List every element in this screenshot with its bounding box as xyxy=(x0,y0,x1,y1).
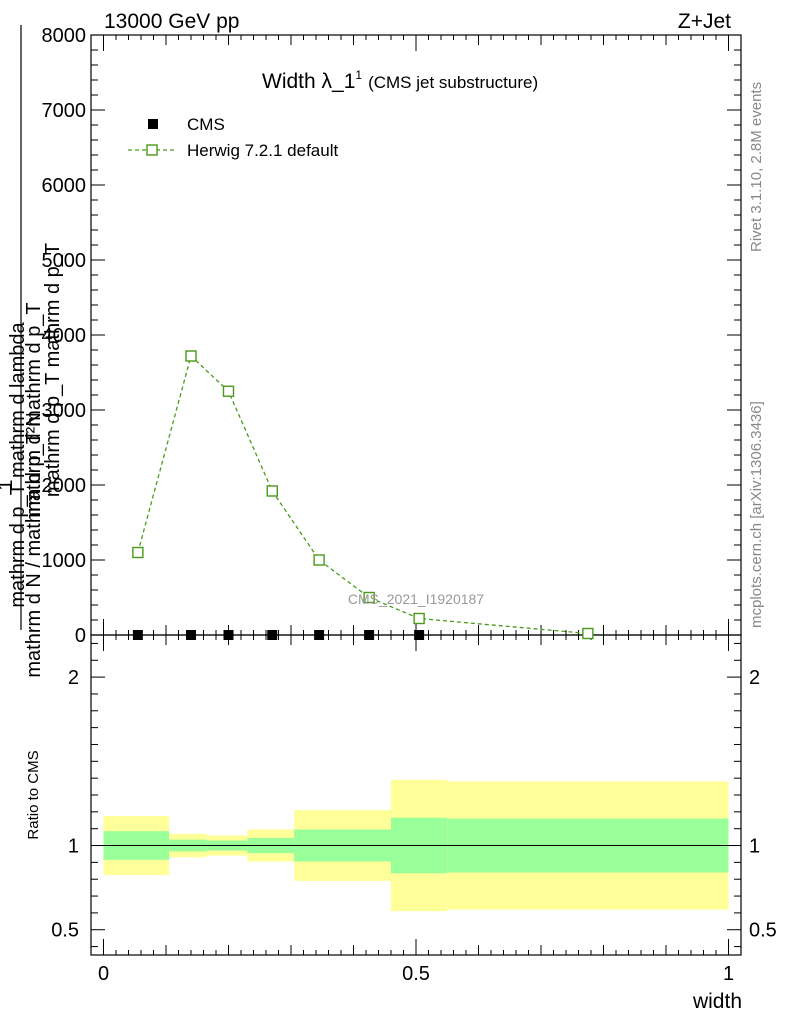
ratio-y-tick-label-left: 0.5 xyxy=(51,920,79,942)
cms-point xyxy=(314,630,325,640)
herwig-point xyxy=(582,627,594,640)
mcplots-source-label: mcplots.cern.ch [arXiv:1306.3436] xyxy=(748,401,765,628)
x-tick-label: 1 xyxy=(723,963,734,985)
chart-title-superscript: 1 xyxy=(355,68,362,82)
herwig-line xyxy=(137,354,588,635)
cms-point xyxy=(364,630,375,640)
main-y-tick-label: 0 xyxy=(75,625,86,647)
ratio-y-tick-label-right: 0.5 xyxy=(749,920,777,942)
main-y-tick-label: 6000 xyxy=(42,175,87,197)
main-y-tick-label: 3000 xyxy=(42,400,87,422)
main-y-tick-label: 4000 xyxy=(42,325,87,347)
main-y-axis-label: mathrm d p_T mathrm d lambda mathrm d²N … xyxy=(0,25,64,678)
herwig-point xyxy=(132,546,144,559)
herwig-point xyxy=(413,612,425,625)
main-y-tick-label: 8000 xyxy=(42,25,87,47)
legend-herwig-marker xyxy=(146,144,158,156)
main-y-tick-label: 1000 xyxy=(42,550,87,572)
rivet-version-label: Rivet 3.1.10, 2.8M events xyxy=(748,82,765,252)
herwig-point xyxy=(222,385,235,397)
axis-ticks xyxy=(91,34,741,955)
energy-label: 13000 GeV pp xyxy=(104,10,239,33)
process-label: Z+Jet xyxy=(678,10,731,33)
y-label-lambda-denominator: mathrm d p_T mathrm d lambda xyxy=(7,321,29,607)
herwig-point xyxy=(363,591,375,604)
main-y-tick-label: 7000 xyxy=(42,100,87,122)
chart-subtitle: (CMS jet substructure) xyxy=(368,73,538,92)
legend-herwig-label: Herwig 7.2.1 default xyxy=(187,141,338,160)
ratio-y-tick-labels: 0.5 0.5 1 1 2 2 xyxy=(51,667,777,942)
y-label-denominator: mathrm d N / mathrm d p_T mathrm d p_T xyxy=(23,302,45,677)
y-label-pt-pt: mathrm d p_T mathrm d p_T xyxy=(42,243,64,497)
herwig-point xyxy=(313,554,325,566)
ratio-y-tick-label-left: 1 xyxy=(68,836,79,858)
herwig-point xyxy=(266,485,278,497)
x-tick-label: 0.5 xyxy=(402,963,430,985)
x-tick-label: 0 xyxy=(98,963,109,985)
chart-title: Width λ_11 (CMS jet substructure) xyxy=(262,68,538,93)
legend-cms-marker xyxy=(148,119,158,129)
ratio-y-axis-label: Ratio to CMS xyxy=(25,750,42,839)
herwig-point xyxy=(185,350,197,362)
y-label-one: 1 xyxy=(0,479,17,490)
cms-point xyxy=(223,630,234,640)
analysis-watermark: CMS_2021_I1920187 xyxy=(348,591,484,607)
main-y-tick-label: 5000 xyxy=(42,250,87,272)
data-series xyxy=(132,350,594,640)
ratio-y-tick-label-right: 2 xyxy=(749,667,760,689)
ratio-y-tick-label-left: 2 xyxy=(68,667,79,689)
legend-cms-label: CMS xyxy=(187,115,225,134)
cms-point xyxy=(186,630,196,640)
cms-point xyxy=(267,630,278,640)
ratio-y-tick-label-right: 1 xyxy=(749,836,760,858)
chart-title-text: Width λ_1 xyxy=(262,70,355,93)
cms-point xyxy=(132,630,143,640)
x-axis-label: width xyxy=(692,990,742,1013)
main-y-tick-label: 2000 xyxy=(42,475,87,497)
cms-point xyxy=(414,630,425,640)
y-label-d2n: mathrm d²N xyxy=(23,412,45,518)
x-tick-labels: 0 0.5 1 xyxy=(98,963,734,985)
main-y-tick-labels: 0 1000 2000 3000 4000 5000 6000 7000 8000 xyxy=(42,25,87,647)
